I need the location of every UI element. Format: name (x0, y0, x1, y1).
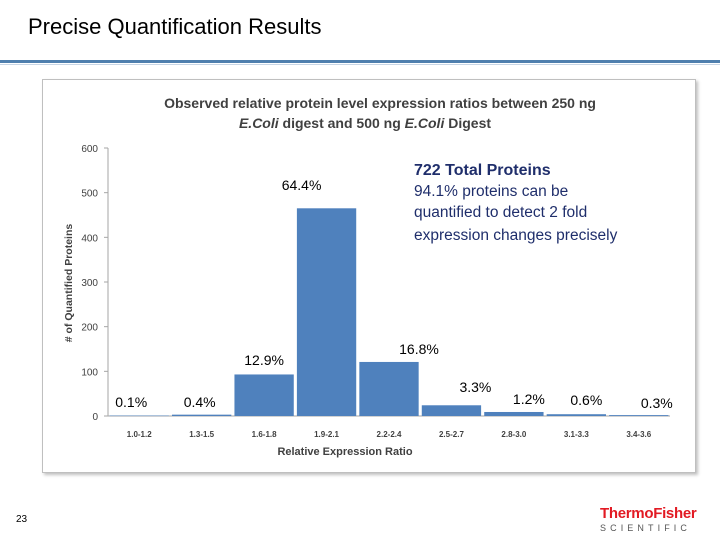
annotation: 722 Total Proteins 94.1% proteins can be… (414, 162, 618, 244)
percent-label: 0.4% (184, 394, 216, 410)
y-axis-ticks: 0 100 200 300 400 500 600 (81, 144, 108, 423)
x-tick-label: 1.0-1.2 (127, 430, 152, 439)
page-number: 23 (16, 514, 28, 525)
slide-title: Precise Quantification Results (28, 14, 322, 39)
y-tick-label: 400 (81, 233, 98, 244)
logo-wordmark: ThermoFisher (600, 505, 697, 522)
x-tick-label: 1.6-1.8 (252, 430, 277, 439)
bar (546, 414, 606, 416)
y-tick-label: 200 (81, 323, 98, 334)
percent-label: 16.8% (399, 341, 439, 357)
bar (421, 405, 482, 416)
percent-label: 0.3% (641, 395, 673, 411)
y-tick-label: 500 (81, 189, 98, 200)
title-underline (0, 60, 720, 63)
bar (172, 414, 232, 416)
percent-label: 3.3% (459, 379, 491, 395)
percent-label: 12.9% (244, 352, 284, 368)
bars (109, 208, 669, 417)
chart-title: Observed relative protein level expressi… (164, 95, 596, 131)
chart-title-line-2: E.Coli digest and 500 ng E.Coli Digest (239, 115, 491, 131)
thermo-fisher-logo: ThermoFisher SCIENTIFIC (600, 506, 710, 534)
bar (484, 411, 544, 416)
x-tick-label: 3.1-3.3 (564, 430, 589, 439)
x-axis-label: Relative Expression Ratio (277, 446, 412, 458)
x-tick-label: 2.8-3.0 (501, 430, 526, 439)
x-tick-label: 1.9-2.1 (314, 430, 339, 439)
annotation-line-1: 94.1% proteins can be (414, 183, 568, 200)
y-tick-label: 300 (81, 278, 98, 289)
x-tick-label: 2.2-2.4 (377, 430, 402, 439)
chart-title-line-1: Observed relative protein level expressi… (164, 95, 596, 111)
y-tick-label: 600 (81, 144, 98, 155)
y-axis-label: # of Quantified Proteins (63, 224, 75, 343)
x-tick-label: 1.3-1.5 (189, 430, 214, 439)
annotation-heading: 722 Total Proteins (414, 162, 551, 179)
x-tick-label: 3.4-3.6 (626, 430, 651, 439)
bar (234, 374, 294, 416)
annotation-line-3: expression changes precisely (414, 227, 618, 244)
x-tick-label: 2.5-2.7 (439, 430, 464, 439)
y-tick-label: 100 (81, 367, 98, 378)
bar (609, 415, 669, 416)
bar (359, 361, 419, 416)
logo-subtext: SCIENTIFIC (600, 523, 692, 533)
title-underline-thin (0, 64, 720, 65)
y-tick-label: 0 (92, 412, 98, 423)
percent-label: 0.1% (115, 394, 147, 410)
percent-label: 1.2% (513, 391, 545, 407)
bar (296, 208, 357, 416)
x-axis-tick-labels: 1.0-1.2 1.3-1.5 1.6-1.8 1.9-2.1 2.2-2.4 2.5-2… (127, 430, 652, 439)
percent-label: 64.4% (282, 177, 322, 193)
bar (109, 415, 169, 417)
percent-labels: 0.1% 0.4% 12.9% 64.4% 16.8% 3.3% 1.2% 0.6% 0.3% (115, 177, 672, 411)
percent-label: 0.6% (570, 392, 602, 408)
annotation-line-2: quantified to detect 2 fold (414, 204, 587, 221)
